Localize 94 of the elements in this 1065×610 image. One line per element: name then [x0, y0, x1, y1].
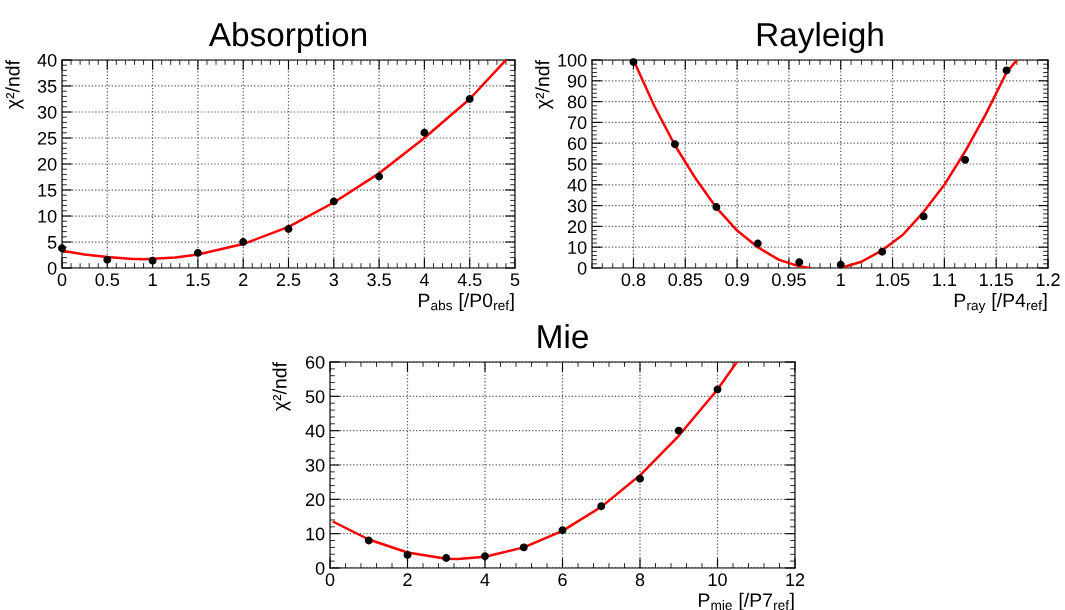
y-tick-label: 40 — [567, 178, 587, 192]
point — [519, 543, 528, 552]
point — [795, 258, 804, 267]
point — [712, 203, 721, 212]
y-axis-title: χ²/ndf — [272, 361, 291, 411]
x-tick-label: 6 — [558, 573, 567, 587]
y-tick-label: 80 — [567, 95, 587, 109]
point — [375, 172, 384, 181]
x-tick-label: 3 — [329, 273, 339, 287]
point — [636, 474, 644, 483]
y-tick-label: 90 — [567, 74, 587, 88]
point — [481, 552, 489, 561]
y-tick-label: 100 — [558, 53, 587, 67]
y-tick-label: 30 — [567, 199, 587, 213]
x-tick-label: 1.2 — [1036, 273, 1060, 286]
point — [403, 551, 412, 559]
point — [753, 239, 762, 248]
point — [836, 260, 845, 269]
point — [919, 212, 928, 221]
point — [670, 140, 679, 149]
line-series — [332, 362, 739, 561]
x-tick-label: 5 — [510, 273, 520, 287]
x-tick-label: 0 — [57, 273, 67, 287]
x-tick-label: 1 — [837, 273, 845, 286]
point — [597, 502, 606, 511]
point — [1002, 66, 1011, 75]
y-axis-title: χ²/ndf — [5, 59, 24, 109]
y-tick-label: 15 — [38, 184, 57, 197]
x-tick-label: 1.15 — [979, 273, 1013, 287]
x-tick-label: 1.1 — [933, 273, 957, 286]
y-tick-label: 20 — [567, 220, 587, 234]
x-tick-label: 10 — [708, 573, 727, 587]
point — [558, 526, 567, 535]
y-tick-label: 50 — [305, 390, 325, 404]
x-axis-title: P$_{ray}$ [/P4$_{ref}$] — [954, 292, 1047, 313]
point — [193, 248, 202, 257]
x-tick-label: 8 — [635, 573, 645, 587]
point — [878, 247, 887, 256]
x-tick-label: 1.5 — [186, 273, 210, 287]
point — [961, 155, 970, 164]
x-tick-label: 1.05 — [876, 273, 910, 287]
x-tick-label: 4 — [480, 573, 490, 586]
point — [364, 536, 373, 545]
point — [629, 58, 638, 67]
point — [420, 128, 429, 137]
x-tick-label: 2.5 — [276, 273, 301, 287]
chart-title: Absorption — [208, 21, 367, 54]
x-tick-label: 12 — [786, 573, 805, 586]
point — [713, 385, 722, 394]
x-tick-label: 3.5 — [367, 273, 391, 287]
x-tick-label: 1 — [148, 273, 157, 286]
point — [465, 95, 474, 103]
y-tick-label: 50 — [567, 157, 587, 171]
chart-title: Rayleigh — [757, 21, 883, 54]
y-tick-label: 60 — [305, 355, 325, 369]
y-tick-label: 30 — [305, 458, 325, 472]
x-tick-label: 0.8 — [621, 273, 646, 287]
y-tick-label: 5 — [47, 236, 57, 249]
x-axis-title: P$_{abs}$ [/P0$_{ref}$] — [418, 292, 514, 312]
x-tick-label: 0.9 — [725, 273, 749, 287]
y-tick-label: 10 — [38, 209, 57, 223]
y-tick-label: 0 — [577, 261, 587, 275]
y-tick-label: 40 — [37, 53, 57, 67]
point — [442, 554, 451, 562]
y-tick-label: 0 — [47, 261, 57, 275]
point — [329, 197, 338, 206]
x-tick-label: 2 — [403, 573, 412, 586]
point — [674, 426, 683, 435]
x-tick-label: 0.85 — [668, 273, 703, 287]
y-tick-label: 20 — [305, 493, 325, 507]
point — [148, 256, 157, 265]
y-axis-title: χ²/ndf — [535, 59, 554, 109]
y-tick-label: 10 — [568, 241, 587, 254]
x-tick-label: 4 — [419, 273, 429, 286]
x-tick-label: 2 — [239, 273, 248, 286]
y-tick-label: 70 — [567, 116, 587, 130]
y-tick-label: 10 — [306, 527, 325, 541]
point — [284, 225, 293, 233]
point — [58, 244, 66, 253]
y-tick-label: 0 — [315, 561, 325, 575]
y-tick-label: 60 — [567, 137, 587, 150]
y-tick-label: 40 — [305, 424, 325, 438]
y-tick-label: 20 — [37, 157, 57, 171]
y-tick-label: 30 — [37, 105, 57, 119]
x-tick-label: 0.5 — [95, 273, 120, 287]
x-axis-title: P$_{mie}$ [/P7$_{ref}$] — [698, 592, 794, 610]
y-tick-label: 35 — [37, 79, 57, 93]
point — [239, 238, 248, 246]
x-tick-label: 0.95 — [772, 273, 806, 287]
point — [103, 255, 112, 264]
y-tick-label: 25 — [37, 131, 57, 145]
chart-title: Mie — [538, 323, 588, 349]
x-tick-label: 0 — [325, 573, 335, 587]
x-tick-label: 4.5 — [457, 273, 482, 287]
